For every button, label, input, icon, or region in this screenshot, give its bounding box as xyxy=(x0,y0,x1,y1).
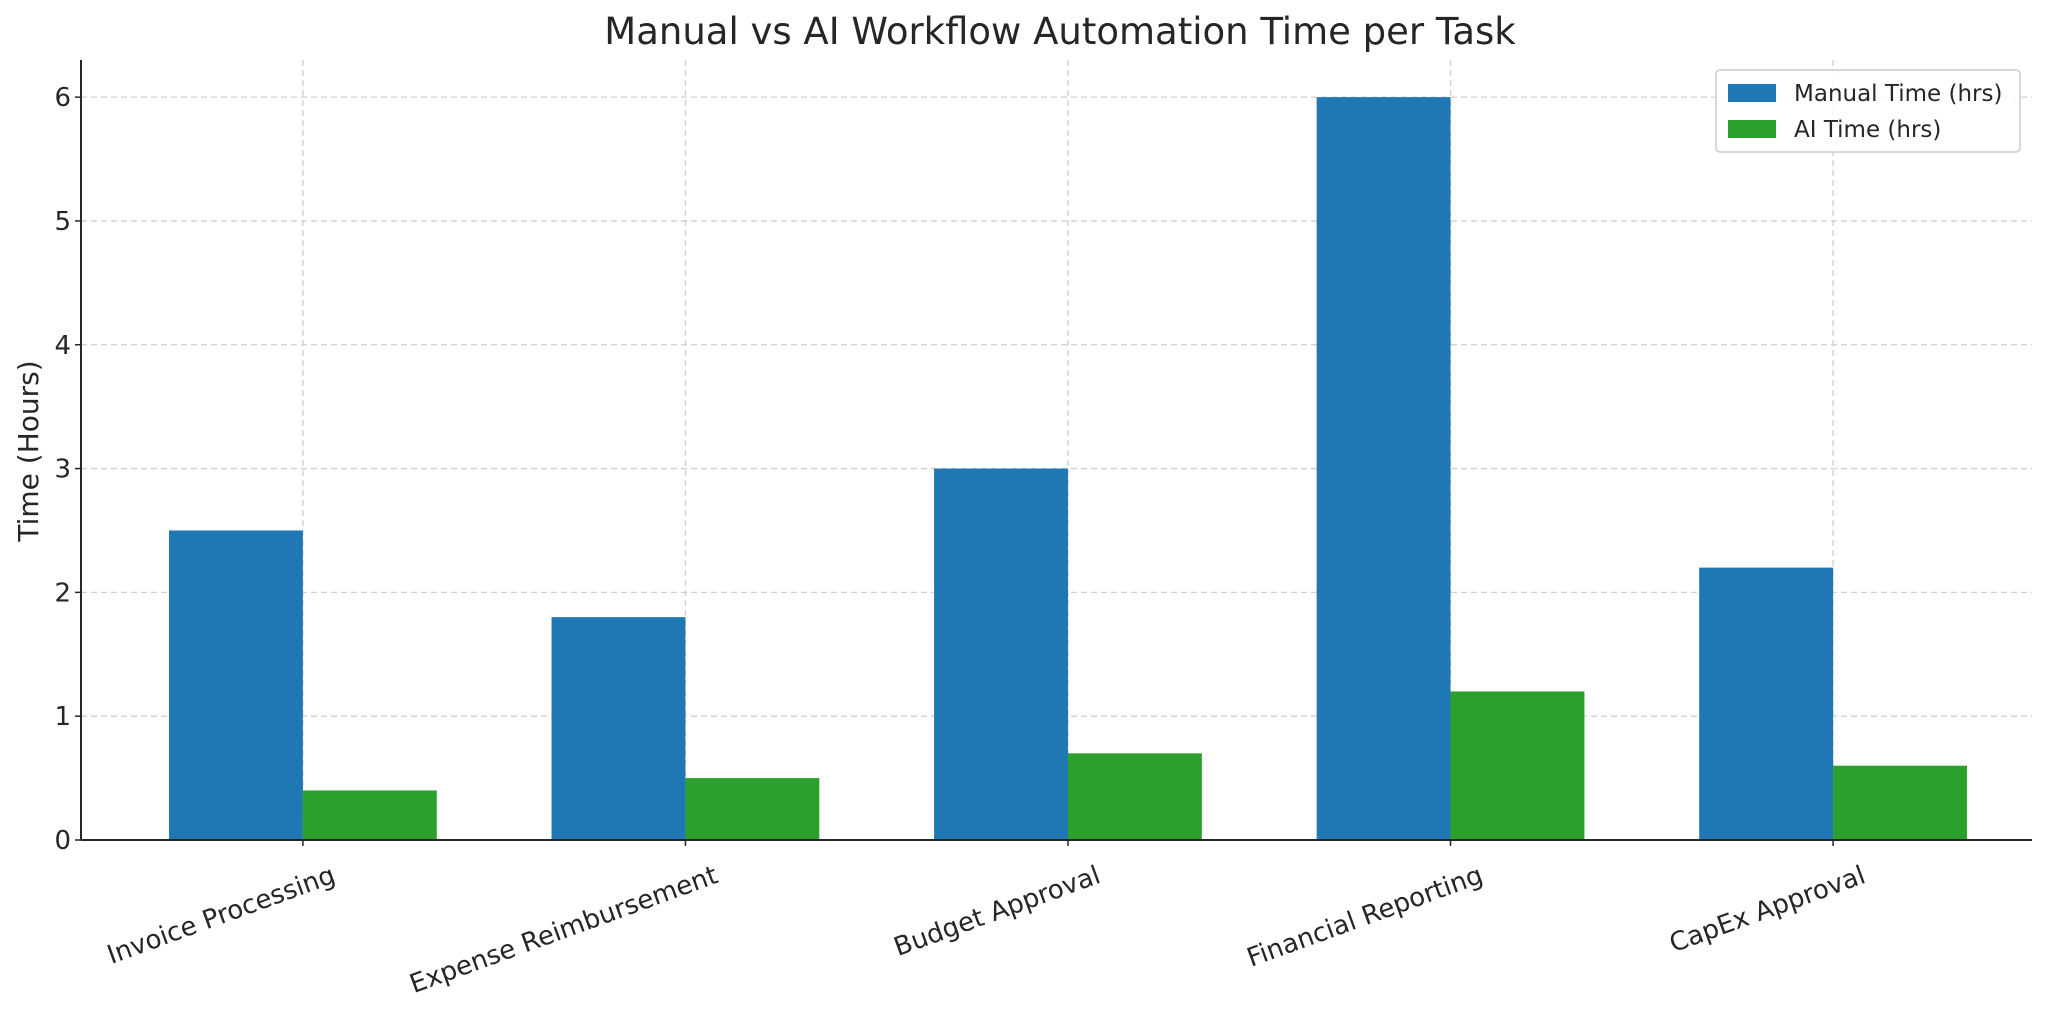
bar-ai-time xyxy=(1450,691,1585,840)
y-tick-label: 0 xyxy=(54,826,71,856)
y-tick-label: 3 xyxy=(54,455,71,485)
axes xyxy=(75,60,2032,846)
x-tick-label: Financial Reporting xyxy=(1243,860,1487,973)
y-tick-label: 4 xyxy=(54,331,71,361)
legend-swatch xyxy=(1728,84,1776,102)
x-tick-label: CapEx Approval xyxy=(1666,860,1870,959)
bar-ai-time xyxy=(1067,753,1202,840)
legend-swatch xyxy=(1728,120,1776,138)
x-tick-label: Budget Approval xyxy=(890,860,1104,962)
y-tick-label: 6 xyxy=(54,83,71,113)
x-tick-label: Invoice Processing xyxy=(103,860,339,970)
bar-manual-time xyxy=(168,530,303,840)
y-tick-label: 1 xyxy=(54,702,71,732)
bars xyxy=(168,97,1967,840)
legend-label: AI Time (hrs) xyxy=(1794,117,1941,143)
x-tick-label: Expense Reimbursement xyxy=(406,860,722,999)
bar-manual-time xyxy=(551,617,686,840)
bar-manual-time xyxy=(1699,567,1834,840)
y-tick-label: 5 xyxy=(54,207,71,237)
chart-title: Manual vs AI Workflow Automation Time pe… xyxy=(604,10,1516,53)
legend-label: Manual Time (hrs) xyxy=(1794,81,2002,107)
legend: Manual Time (hrs) AI Time (hrs) xyxy=(1715,69,2021,153)
bar-manual-time xyxy=(934,468,1068,840)
bar-ai-time xyxy=(1833,765,1967,840)
bar-ai-time xyxy=(685,778,820,840)
legend-box xyxy=(1715,69,2021,153)
bar-manual-time xyxy=(1316,97,1451,840)
y-axis-label: Time (Hours) xyxy=(12,360,45,542)
y-tick-label: 2 xyxy=(54,578,71,608)
bar-ai-time xyxy=(302,790,437,840)
